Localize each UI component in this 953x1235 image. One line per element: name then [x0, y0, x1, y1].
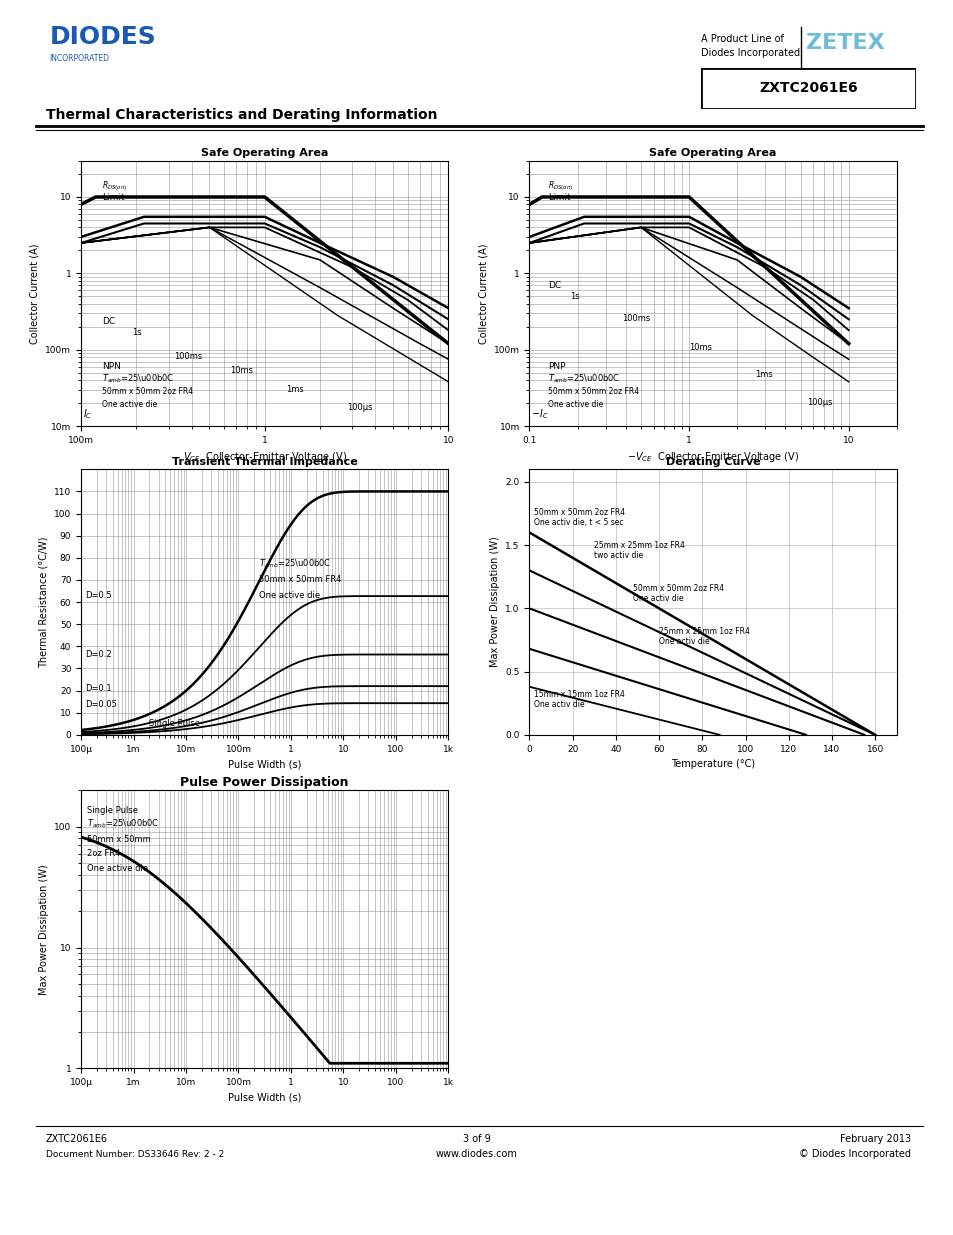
- Text: 10ms: 10ms: [230, 366, 253, 374]
- Text: $R_{DS(on)}$: $R_{DS(on)}$: [547, 179, 572, 193]
- Y-axis label: Thermal Resistance (°C/W): Thermal Resistance (°C/W): [38, 536, 49, 668]
- X-axis label: Pulse Width (s): Pulse Width (s): [228, 760, 301, 769]
- Text: 1s: 1s: [570, 293, 579, 301]
- Text: INCORPORATED: INCORPORATED: [50, 53, 110, 63]
- Text: 50mm x 50mm: 50mm x 50mm: [87, 835, 151, 844]
- Text: 100ms: 100ms: [173, 352, 202, 362]
- Text: two activ die: two activ die: [594, 551, 643, 559]
- Text: Diodes Incorporated: Diodes Incorporated: [700, 48, 800, 58]
- Text: ZXTC2061E6: ZXTC2061E6: [759, 82, 857, 95]
- Text: Single Pulse: Single Pulse: [87, 806, 138, 815]
- Text: One active die: One active die: [547, 400, 602, 409]
- Text: Single Pulse: Single Pulse: [150, 719, 200, 727]
- X-axis label: $-V_{CE}$  Collector-Emitter Voltage (V): $-V_{CE}$ Collector-Emitter Voltage (V): [626, 451, 799, 464]
- Text: $T_{amb}$=25\u00b0C: $T_{amb}$=25\u00b0C: [259, 558, 332, 571]
- Text: 15mm x 15mm 1oz FR4: 15mm x 15mm 1oz FR4: [534, 690, 624, 699]
- Text: One activ die, t < 5 sec: One activ die, t < 5 sec: [534, 517, 622, 527]
- Text: D=0.05: D=0.05: [85, 700, 117, 709]
- Text: ZETEX: ZETEX: [805, 33, 884, 53]
- Text: 50mm x 50mm 2oz FR4: 50mm x 50mm 2oz FR4: [547, 388, 639, 396]
- Text: One activ die: One activ die: [534, 700, 584, 709]
- Title: Safe Operating Area: Safe Operating Area: [201, 148, 328, 158]
- Text: PNP: PNP: [547, 362, 564, 370]
- Text: Limit: Limit: [547, 194, 570, 203]
- Text: D=0.2: D=0.2: [85, 651, 112, 659]
- Y-axis label: Max Power Dissipation (W): Max Power Dissipation (W): [489, 537, 499, 667]
- Title: Pulse Power Dissipation: Pulse Power Dissipation: [180, 777, 349, 789]
- Text: $T_{amb}$=25\u00b0C: $T_{amb}$=25\u00b0C: [87, 818, 159, 830]
- Text: 10ms: 10ms: [688, 342, 711, 352]
- Y-axis label: Max Power Dissipation (W): Max Power Dissipation (W): [38, 864, 49, 994]
- Text: 100μs: 100μs: [347, 404, 372, 412]
- Text: One active die: One active die: [102, 400, 157, 409]
- X-axis label: Pulse Width (s): Pulse Width (s): [228, 1093, 301, 1103]
- Text: 50mm x 50mm 2oz FR4: 50mm x 50mm 2oz FR4: [633, 584, 723, 593]
- Text: February 2013: February 2013: [839, 1135, 910, 1145]
- Text: 1ms: 1ms: [755, 370, 772, 379]
- X-axis label: Temperature (°C): Temperature (°C): [670, 760, 755, 769]
- Text: Thermal Characteristics and Derating Information: Thermal Characteristics and Derating Inf…: [46, 107, 436, 121]
- Text: 50mm x 50mm 2oz FR4: 50mm x 50mm 2oz FR4: [534, 508, 624, 516]
- Text: www.diodes.com: www.diodes.com: [436, 1150, 517, 1160]
- Text: 100ms: 100ms: [621, 314, 650, 322]
- Y-axis label: Collector Current (A): Collector Current (A): [477, 243, 488, 343]
- Title: Derating Curve: Derating Curve: [665, 457, 760, 467]
- X-axis label: $V_{CE}$  Collector-Emitter Voltage (V): $V_{CE}$ Collector-Emitter Voltage (V): [183, 451, 346, 464]
- Text: One activ die: One activ die: [659, 637, 709, 646]
- Text: 1s: 1s: [132, 329, 142, 337]
- Text: 1ms: 1ms: [285, 385, 303, 394]
- Title: Transient Thermal Impedance: Transient Thermal Impedance: [172, 457, 357, 467]
- Text: $I_C$: $I_C$: [83, 408, 92, 421]
- Text: 3 of 9: 3 of 9: [462, 1135, 491, 1145]
- Text: D=0.1: D=0.1: [85, 683, 112, 693]
- Text: A Product Line of: A Product Line of: [700, 35, 783, 44]
- Text: © Diodes Incorporated: © Diodes Incorporated: [799, 1150, 910, 1160]
- Text: 100μs: 100μs: [806, 398, 832, 406]
- Text: Limit: Limit: [102, 194, 125, 203]
- Text: $-I_C$: $-I_C$: [530, 408, 548, 421]
- Text: D=0.5: D=0.5: [85, 590, 112, 600]
- Text: 50mm x 50mm FR4: 50mm x 50mm FR4: [259, 576, 341, 584]
- Text: One active die: One active die: [87, 864, 148, 873]
- Text: 25mm x 25mm 1oz FR4: 25mm x 25mm 1oz FR4: [659, 626, 749, 636]
- Title: Safe Operating Area: Safe Operating Area: [649, 148, 776, 158]
- Text: $T_{amb}$=25\u00b0C: $T_{amb}$=25\u00b0C: [102, 373, 174, 385]
- Text: DC: DC: [102, 316, 115, 326]
- Text: ZXTC2061E6: ZXTC2061E6: [46, 1135, 108, 1145]
- Text: $T_{amb}$=25\u00b0C: $T_{amb}$=25\u00b0C: [547, 373, 619, 385]
- Text: One active die: One active die: [259, 590, 320, 600]
- Text: DIODES: DIODES: [50, 26, 156, 49]
- Text: NPN: NPN: [102, 362, 121, 370]
- Text: DC: DC: [547, 280, 560, 290]
- Text: 25mm x 25mm 1oz FR4: 25mm x 25mm 1oz FR4: [594, 541, 684, 550]
- Text: 50mm x 50mm 2oz FR4: 50mm x 50mm 2oz FR4: [102, 388, 193, 396]
- Y-axis label: Collector Current (A): Collector Current (A): [30, 243, 40, 343]
- Text: One activ die: One activ die: [633, 594, 683, 603]
- Text: Document Number: DS33646 Rev: 2 - 2: Document Number: DS33646 Rev: 2 - 2: [46, 1150, 224, 1160]
- Text: 2oz FR4: 2oz FR4: [87, 850, 120, 858]
- Text: $R_{DS(on)}$: $R_{DS(on)}$: [102, 179, 127, 193]
